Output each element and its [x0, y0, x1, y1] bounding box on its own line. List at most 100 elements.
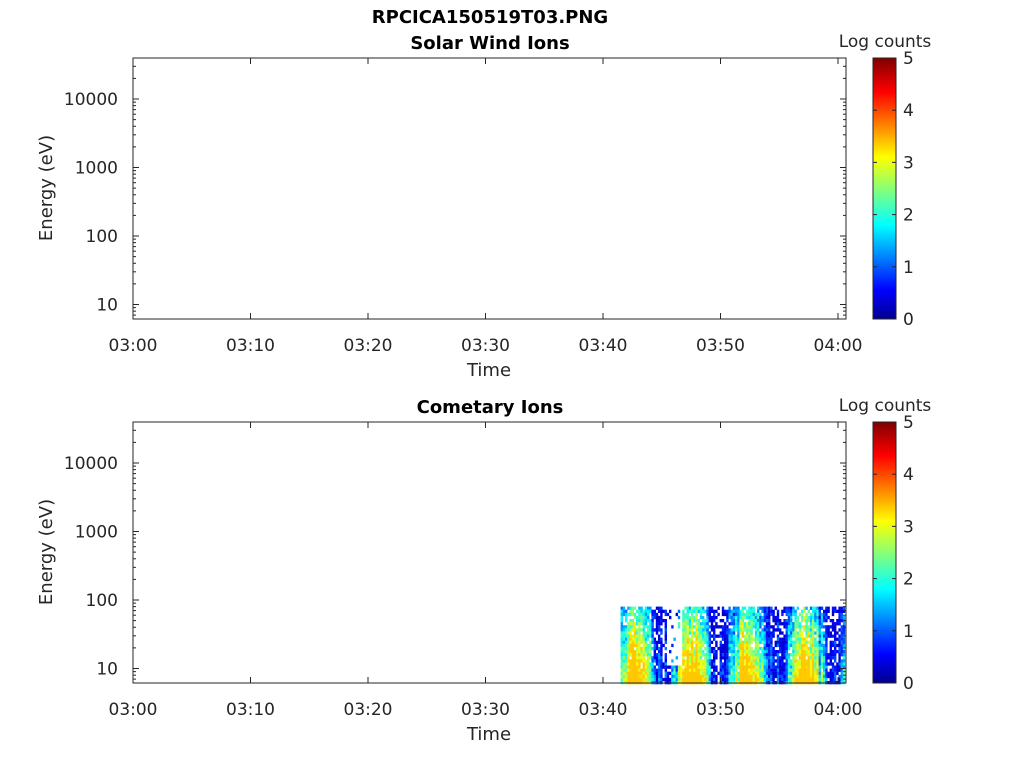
heatmap-cell [763, 619, 766, 623]
heatmap-cell [651, 609, 654, 613]
heatmap-cell [640, 609, 643, 613]
heatmap-cell [629, 665, 632, 669]
heatmap-cell [726, 668, 729, 672]
heatmap-cell [801, 619, 804, 623]
heatmap-cell [785, 656, 788, 660]
heatmap-cell [838, 656, 841, 660]
heatmap-cell [834, 634, 837, 638]
heatmap-cell [825, 659, 828, 663]
x-tick-label: 03:30 [461, 336, 510, 356]
heatmap-cell [671, 674, 674, 679]
heatmap-cell [625, 625, 628, 629]
heatmap-cell [783, 665, 786, 669]
heatmap-cell [715, 625, 718, 629]
heatmap-cell [820, 650, 824, 654]
heatmap-cell [842, 631, 846, 635]
heatmap-cell [732, 653, 736, 657]
heatmap-cell [741, 634, 744, 638]
heatmap-cell [752, 674, 755, 679]
heatmap-cell [706, 634, 709, 638]
plot-area [132, 57, 847, 320]
heatmap-cell [704, 668, 707, 672]
heatmap-cell [732, 609, 736, 613]
heatmap-cell [834, 609, 837, 613]
heatmap-cell [803, 674, 806, 679]
heatmap-cell [779, 677, 782, 682]
heatmap-cell [831, 606, 835, 610]
heatmap-cell [631, 634, 634, 638]
heatmap-cell [636, 615, 639, 620]
heatmap-cell [721, 668, 725, 672]
heatmap-cell [779, 668, 782, 672]
heatmap-cell [649, 674, 652, 679]
heatmap-cell [693, 677, 696, 682]
heatmap-cell [739, 640, 742, 644]
heatmap-cell [695, 615, 698, 620]
heatmap-cell [752, 625, 755, 629]
heatmap-cell [741, 671, 744, 675]
heatmap-cell [647, 619, 650, 623]
heatmap-cell [770, 668, 773, 672]
heatmap-cell [669, 677, 672, 682]
heatmap-cell [693, 671, 696, 675]
heatmap-cell [638, 650, 641, 654]
heatmap-cell [776, 640, 780, 644]
colorbar-tick-label: 1 [903, 622, 914, 642]
heatmap-cell [726, 640, 729, 644]
heatmap-cell [772, 628, 775, 632]
heatmap-cell [653, 671, 656, 675]
heatmap-cell [812, 656, 815, 660]
heatmap-cell [834, 643, 837, 648]
heatmap-cell [680, 674, 683, 679]
heatmap-cell [757, 634, 760, 638]
heatmap-cell [651, 640, 654, 644]
heatmap-cell [794, 662, 797, 666]
heatmap-cell [629, 619, 632, 623]
heatmap-cell [649, 653, 652, 657]
heatmap-cell [713, 659, 716, 663]
heatmap-cell [787, 625, 791, 629]
heatmap-cell [743, 625, 747, 629]
heatmap-cell [790, 631, 793, 635]
heatmap-cell [781, 668, 784, 672]
heatmap-cell [629, 653, 632, 657]
heatmap-cell [820, 640, 824, 644]
heatmap-cell [625, 615, 628, 620]
heatmap-cell [702, 631, 705, 635]
heatmap-cell [823, 631, 826, 635]
heatmap-cell [792, 631, 795, 635]
heatmap-cell [640, 653, 643, 657]
heatmap-cell [763, 668, 766, 672]
heatmap-cell [827, 674, 830, 679]
heatmap-cell [796, 677, 799, 682]
heatmap-cell [666, 677, 670, 682]
heatmap-cell [688, 606, 692, 610]
heatmap-cell [840, 634, 843, 638]
heatmap-cell [737, 609, 740, 613]
heatmap-cell [814, 646, 817, 651]
heatmap-cell [622, 634, 626, 638]
heatmap-cell [699, 650, 703, 654]
heatmap-cell [715, 656, 718, 660]
heatmap-cell [695, 665, 698, 669]
heatmap-cell [686, 637, 689, 641]
heatmap-cell [750, 622, 753, 626]
heatmap-cell [737, 612, 740, 617]
heatmap-cell [677, 615, 681, 620]
heatmap-cell [842, 637, 846, 641]
heatmap-cell [636, 650, 639, 654]
heatmap-cell [708, 643, 711, 648]
heatmap-cell [732, 625, 736, 629]
heatmap-cell [741, 625, 744, 629]
heatmap-cell [719, 619, 722, 623]
heatmap-cell [761, 677, 764, 682]
heatmap-cell [814, 631, 817, 635]
heatmap-cell [704, 671, 707, 675]
heatmap-cell [708, 646, 711, 651]
heatmap-cell [840, 631, 843, 635]
heatmap-cell [713, 665, 716, 669]
heatmap-cell [779, 643, 782, 648]
heatmap-cell [682, 650, 685, 654]
heatmap-cell [829, 643, 832, 648]
heatmap-cell [829, 650, 832, 654]
